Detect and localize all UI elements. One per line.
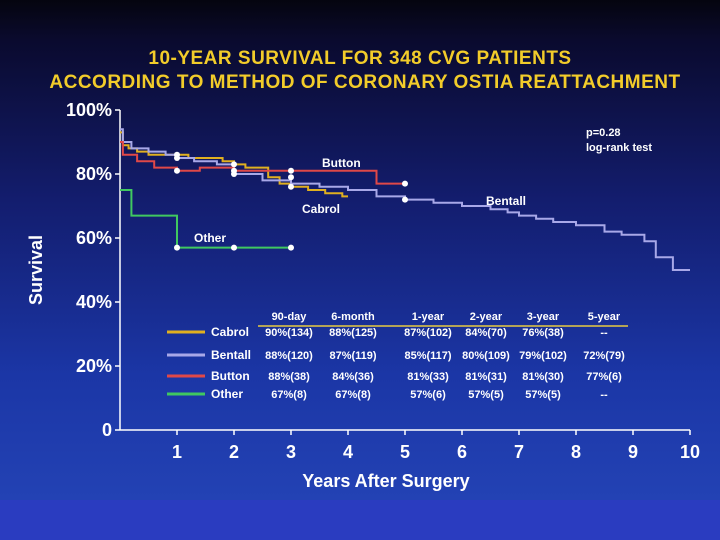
x-tick-label: 5 [400, 442, 410, 462]
table-cell: 67%(8) [335, 389, 371, 401]
x-tick-label: 4 [343, 442, 353, 462]
marker-button [288, 167, 294, 174]
curve-other [120, 189, 291, 249]
table-cell: 84%(36) [332, 371, 374, 383]
curve-label-other: Other [194, 231, 226, 245]
marker-button [174, 167, 180, 174]
table-cell: 80%(109) [462, 350, 510, 362]
table-header: 90-day [272, 311, 308, 323]
table-cell: -- [600, 327, 608, 339]
marker-cabrol [288, 183, 294, 190]
marker-bentall [174, 155, 180, 161]
marker-button [231, 167, 237, 174]
table-header: 6-month [331, 311, 375, 323]
table-header: 3-year [527, 311, 560, 323]
y-tick-label: 40% [76, 292, 112, 312]
table-cell: 84%(70) [465, 327, 507, 339]
table-cell: 81%(30) [522, 371, 564, 383]
table-cell: -- [600, 389, 608, 401]
y-tick-label: 20% [76, 356, 112, 376]
table-cell: 88%(38) [268, 371, 310, 383]
chart-title-line1: 10-YEAR SURVIVAL FOR 348 CVG PATIENTS [148, 48, 571, 69]
table-cell: 88%(120) [265, 350, 313, 362]
table-cell: 88%(125) [329, 327, 377, 339]
table-cell: 57%(5) [468, 389, 504, 401]
table-cell: 57%(5) [525, 389, 561, 401]
table-header: 2-year [470, 311, 503, 323]
x-tick-label: 7 [514, 442, 524, 462]
table-cell: 67%(8) [271, 389, 307, 401]
table-cell: 85%(117) [404, 350, 451, 362]
x-tick-label: 8 [571, 442, 581, 462]
table-cell: 87%(102) [404, 327, 452, 339]
table-cell: 81%(33) [407, 371, 449, 383]
x-tick-label: 6 [457, 442, 467, 462]
table-cell: 76%(38) [522, 327, 564, 339]
chart-title-line2: ACCORDING TO METHOD OF CORONARY OSTIA RE… [49, 72, 680, 93]
curve-label-cabrol: Cabrol [302, 202, 340, 216]
table-header: 1-year [412, 311, 445, 323]
x-tick-label: 1 [172, 442, 182, 462]
table-cell: 81%(31) [465, 371, 507, 383]
y-tick-label: 60% [76, 228, 112, 248]
curve-markers [174, 151, 408, 251]
x-axis-title: Years After Surgery [302, 471, 469, 491]
marker-bentall [288, 174, 294, 181]
marker-bentall [402, 196, 408, 203]
table-cell: 79%(102) [519, 350, 567, 362]
marker-cabrol [231, 161, 237, 168]
curve-cabrol [120, 131, 348, 198]
curve-label-bentall: Bentall [486, 194, 526, 208]
footer-band [0, 500, 720, 540]
table-cell: 87%(119) [329, 350, 376, 362]
y-axis-title: Survival [26, 235, 46, 305]
y-tick-label: 80% [76, 164, 112, 184]
curve-label-button: Button [322, 156, 361, 170]
table-row-label: Bentall [211, 348, 251, 362]
survival-table: 90-day 6-month 1-year 2-year 3-year 5-year Cab… [167, 311, 628, 401]
x-tick-label: 3 [286, 442, 296, 462]
x-tick-label: 9 [628, 442, 638, 462]
test-annotation: log-rank test [586, 142, 652, 154]
p-value-annotation: p=0.28 [586, 127, 621, 139]
x-tick-label: 2 [229, 442, 239, 462]
x-tick-label: 10 [680, 442, 700, 462]
table-cell: 57%(6) [410, 389, 446, 401]
y-tick-label: 100% [66, 100, 112, 120]
marker-other [288, 244, 294, 251]
table-row-label: Button [211, 369, 250, 383]
axes: 0 20% 40% 60% 80% 100% 1 2 3 4 5 6 7 8 9 10 [66, 100, 700, 462]
table-cell: 90%(134) [265, 327, 313, 339]
table-row-label: Cabrol [211, 325, 249, 339]
y-tick-label: 0 [102, 420, 112, 440]
table-row-label: Other [211, 387, 243, 401]
marker-other [174, 244, 180, 251]
marker-button [402, 180, 408, 187]
table-cell: 77%(6) [586, 371, 622, 383]
table-header: 5-year [588, 311, 621, 323]
marker-other [231, 244, 237, 251]
table-cell: 72%(79) [583, 350, 625, 362]
